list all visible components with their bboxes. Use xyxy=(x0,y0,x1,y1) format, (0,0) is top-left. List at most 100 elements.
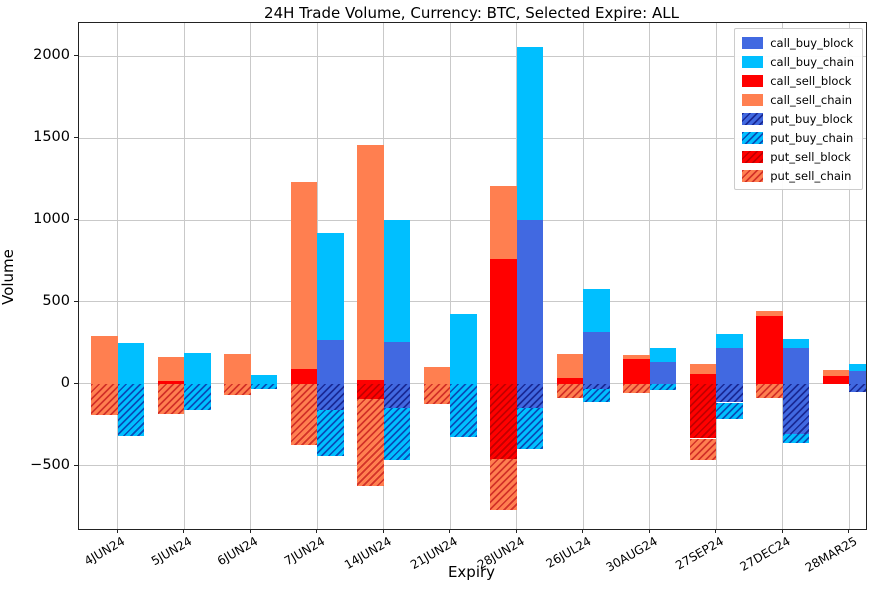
y-tick-mark xyxy=(74,382,78,384)
legend-label: call_buy_chain xyxy=(770,54,854,69)
x-tick-mark xyxy=(382,529,384,533)
gridline xyxy=(79,55,866,57)
bar-segment-call_buy_chain xyxy=(117,342,145,384)
bar-segment-call_sell_chain xyxy=(224,354,251,384)
bar-segment-put_buy_chain xyxy=(317,409,344,456)
bar-segment-call_sell_chain xyxy=(91,336,118,384)
bar-segment-put_sell_block xyxy=(689,383,717,439)
bar-segment-put_buy_chain xyxy=(649,383,677,391)
x-tick-mark xyxy=(316,529,318,533)
x-tick-mark xyxy=(848,529,850,533)
bar-segment-call_buy_block xyxy=(516,220,544,384)
x-tick-mark xyxy=(183,529,185,533)
legend-label: put_sell_block xyxy=(770,149,851,164)
legend-label: put_buy_chain xyxy=(770,130,854,145)
bar-segment-call_buy_block xyxy=(383,341,411,384)
bar-segment-call_buy_chain xyxy=(383,220,411,342)
bar-segment-put_buy_chain xyxy=(450,383,477,437)
bar-segment-call_buy_block xyxy=(716,348,743,384)
legend-swatch-put_sell_block xyxy=(742,150,764,163)
legend-swatch-call_sell_chain xyxy=(742,93,764,106)
legend-item: put_sell_block xyxy=(742,147,854,166)
bar-segment-call_sell_block xyxy=(357,379,384,384)
bar-segment-put_buy_chain xyxy=(782,434,810,443)
x-axis-label: Expiry xyxy=(447,563,496,581)
chart-title: 24H Trade Volume, Currency: BTC, Selecte… xyxy=(264,4,679,22)
bar-segment-call_sell_block xyxy=(490,259,517,384)
gridline xyxy=(649,23,651,529)
bar-segment-call_buy_block xyxy=(849,371,866,384)
bar-segment-put_buy_chain xyxy=(250,383,278,389)
legend-swatch-put_buy_block xyxy=(742,112,764,125)
gridline xyxy=(582,23,584,529)
bar-segment-call_sell_block xyxy=(623,359,650,384)
bar-segment-call_buy_block xyxy=(649,361,677,384)
legend-item: put_buy_block xyxy=(742,109,854,128)
bar-segment-put_sell_chain xyxy=(423,383,451,405)
bar-segment-put_buy_block xyxy=(383,383,411,409)
y-tick-label: 1500 xyxy=(33,129,70,146)
bar-segment-call_buy_chain xyxy=(782,339,810,349)
legend-label: call_buy_block xyxy=(770,35,854,50)
bar-segment-call_sell_chain xyxy=(423,367,451,384)
bar-segment-put_sell_chain xyxy=(756,383,783,399)
x-tick-mark xyxy=(249,529,251,533)
bar-segment-put_sell_chain xyxy=(623,383,650,393)
y-tick-label: −500 xyxy=(30,456,70,473)
gridline xyxy=(715,23,717,529)
legend-item: call_sell_chain xyxy=(742,90,854,109)
bar-segment-call_sell_chain xyxy=(689,364,717,374)
legend-swatch-call_buy_chain xyxy=(742,55,764,68)
legend-item: call_buy_block xyxy=(742,33,854,52)
bar-segment-put_buy_block xyxy=(782,383,810,435)
gridline xyxy=(449,23,451,529)
legend-label: call_sell_chain xyxy=(770,92,853,107)
gridline xyxy=(848,23,850,529)
y-tick-label: 2000 xyxy=(33,47,70,64)
bar-segment-call_sell_block xyxy=(290,368,318,384)
x-tick-mark xyxy=(715,529,717,533)
gridline xyxy=(183,23,185,529)
x-tick-mark xyxy=(582,529,584,533)
bar-segment-call_sell_block xyxy=(689,373,717,384)
legend-swatch-call_buy_block xyxy=(742,36,764,49)
bar-segment-call_buy_chain xyxy=(317,233,344,341)
x-tick-mark xyxy=(116,529,118,533)
bar-segment-call_sell_chain xyxy=(290,181,318,369)
bar-segment-call_sell_chain xyxy=(357,144,384,380)
bar-segment-put_sell_block xyxy=(490,383,517,459)
legend-label: call_sell_block xyxy=(770,73,852,88)
bar-segment-call_buy_chain xyxy=(184,353,211,384)
bar-segment-call_buy_block xyxy=(583,332,610,384)
y-tick-mark xyxy=(74,137,78,139)
bar-segment-call_sell_chain xyxy=(556,354,584,378)
gridline xyxy=(79,465,866,466)
y-tick-label: 1000 xyxy=(33,211,70,228)
bar-segment-put_buy_block xyxy=(317,383,344,410)
bar-segment-call_buy_block xyxy=(782,348,810,384)
bar-segment-put_sell_chain xyxy=(91,383,118,415)
bar-segment-put_sell_chain xyxy=(224,383,251,396)
bar-segment-call_buy_chain xyxy=(583,288,610,333)
y-tick-label: 0 xyxy=(60,374,70,391)
bar-segment-put_buy_chain xyxy=(516,408,544,450)
bar-segment-call_buy_chain xyxy=(450,314,477,384)
bar-segment-call_sell_block xyxy=(157,381,185,384)
bar-segment-put_buy_chain xyxy=(383,408,411,460)
bar-segment-call_sell_chain xyxy=(822,369,850,377)
bar-segment-put_buy_block xyxy=(849,383,866,392)
legend-swatch-put_sell_chain xyxy=(742,169,764,182)
gridline xyxy=(117,23,119,529)
gridline xyxy=(250,23,252,529)
bar-segment-put_sell_chain xyxy=(689,438,717,460)
bar-segment-put_sell_chain xyxy=(357,399,384,486)
legend: call_buy_block call_buy_chain call_sell_bl… xyxy=(734,28,863,190)
bar-segment-call_buy_chain xyxy=(516,46,544,221)
x-tick-mark xyxy=(781,529,783,533)
bar-segment-put_sell_chain xyxy=(290,383,318,446)
y-tick-label: 500 xyxy=(42,292,70,309)
bar-segment-call_sell_block xyxy=(822,376,850,384)
bar-segment-call_sell_chain xyxy=(756,310,783,316)
bar-segment-call_buy_chain xyxy=(849,364,866,372)
